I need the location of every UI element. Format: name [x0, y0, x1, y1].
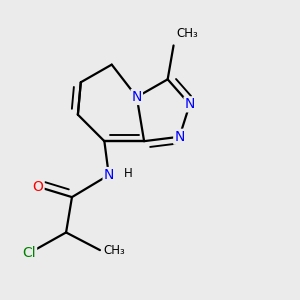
Text: N: N	[184, 98, 195, 111]
Text: N: N	[132, 90, 142, 104]
Text: CH₃: CH₃	[103, 244, 124, 256]
Text: N: N	[174, 130, 184, 144]
Text: N: N	[103, 168, 114, 182]
Text: O: O	[33, 180, 44, 194]
Text: H: H	[124, 167, 132, 180]
Text: CH₃: CH₃	[176, 27, 198, 40]
Text: Cl: Cl	[22, 246, 36, 260]
